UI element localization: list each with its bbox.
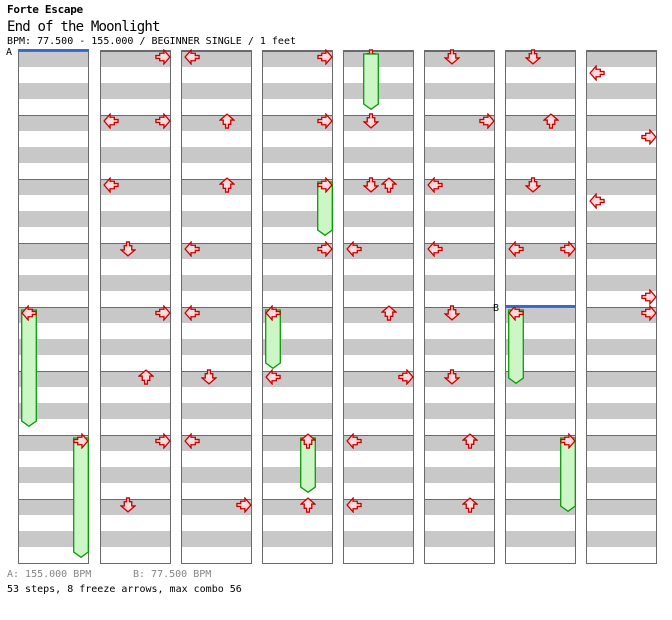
measure-column <box>100 50 171 564</box>
tap-arrow-left <box>508 241 524 257</box>
tap-arrow-left <box>346 433 362 449</box>
tap-arrow-right <box>155 433 171 449</box>
tap-arrow-left <box>103 177 119 193</box>
measure-column <box>343 50 414 564</box>
tap-arrow-right <box>479 113 495 129</box>
tap-arrow-left <box>265 369 281 385</box>
tap-arrow-up <box>381 177 397 193</box>
tap-arrow-up <box>381 305 397 321</box>
freeze-arrow-body <box>265 309 281 370</box>
freeze-arrow-head-right <box>560 433 576 449</box>
footer-bpm-b: B: 77.500 BPM <box>133 569 212 580</box>
measure-column <box>262 50 333 564</box>
tap-arrow-down <box>444 369 460 385</box>
tap-arrow-up <box>219 177 235 193</box>
song-title: End of the Moonlight <box>7 19 160 35</box>
section-marker-a-line <box>18 49 89 51</box>
freeze-arrow-head-up <box>300 433 316 449</box>
tap-arrow-left <box>184 305 200 321</box>
tap-arrow-left <box>589 193 605 209</box>
artist-name: Forte Escape <box>7 3 83 16</box>
tap-arrow-right <box>641 289 657 305</box>
freeze-arrow-head-left <box>508 305 524 321</box>
section-marker-b-label: B <box>493 303 500 314</box>
tap-arrow-down <box>525 177 541 193</box>
tap-arrow-left <box>427 241 443 257</box>
tap-arrow-right <box>641 305 657 321</box>
tap-arrow-down <box>120 241 136 257</box>
tap-arrow-down <box>444 305 460 321</box>
tap-arrow-up <box>300 497 316 513</box>
tap-arrow-down <box>444 49 460 65</box>
measure-column <box>181 50 252 564</box>
tap-arrow-right <box>641 129 657 145</box>
tap-arrow-down <box>201 369 217 385</box>
measure-column <box>18 50 89 564</box>
tap-arrow-right <box>317 113 333 129</box>
tap-arrow-down <box>363 113 379 129</box>
tap-arrow-right <box>155 305 171 321</box>
tap-arrow-up <box>138 369 154 385</box>
tap-arrow-right <box>317 241 333 257</box>
tap-arrow-left <box>184 433 200 449</box>
tap-arrow-left <box>427 177 443 193</box>
freeze-arrow-body <box>508 309 524 385</box>
tap-arrow-left <box>103 113 119 129</box>
tap-arrow-right <box>317 49 333 65</box>
section-marker-b-line <box>505 305 576 307</box>
tap-arrow-left <box>184 49 200 65</box>
chart-info: BPM: 77.500 - 155.000 / BEGINNER SINGLE … <box>7 36 296 47</box>
tap-arrow-down <box>363 177 379 193</box>
freeze-arrow-body <box>21 309 37 428</box>
tap-arrow-right <box>560 241 576 257</box>
tap-arrow-left <box>346 241 362 257</box>
freeze-arrow-head-right <box>73 433 89 449</box>
freeze-arrow-head-right <box>317 177 333 193</box>
freeze-arrow-body <box>73 437 89 559</box>
freeze-arrow-head-left <box>21 305 37 321</box>
tap-arrow-up <box>462 433 478 449</box>
chart-summary: 53 steps, 8 freeze arrows, max combo 56 <box>7 584 242 595</box>
tap-arrow-up <box>219 113 235 129</box>
footer-bpm-a: A: 155.000 BPM <box>7 569 92 580</box>
measure-column <box>424 50 495 564</box>
tap-arrow-right <box>155 113 171 129</box>
tap-arrow-left <box>589 65 605 81</box>
tap-arrow-left <box>346 497 362 513</box>
freeze-arrow-body <box>363 53 379 111</box>
section-marker-a-label: A <box>6 47 13 58</box>
tap-arrow-left <box>184 241 200 257</box>
freeze-arrow-head-left <box>265 305 281 321</box>
tap-arrow-up <box>462 497 478 513</box>
tap-arrow-up <box>543 113 559 129</box>
freeze-arrow-body <box>560 437 576 513</box>
tap-arrow-down <box>525 49 541 65</box>
tap-arrow-down <box>120 497 136 513</box>
tap-arrow-right <box>236 497 252 513</box>
tap-arrow-right <box>155 49 171 65</box>
tap-arrow-right <box>398 369 414 385</box>
